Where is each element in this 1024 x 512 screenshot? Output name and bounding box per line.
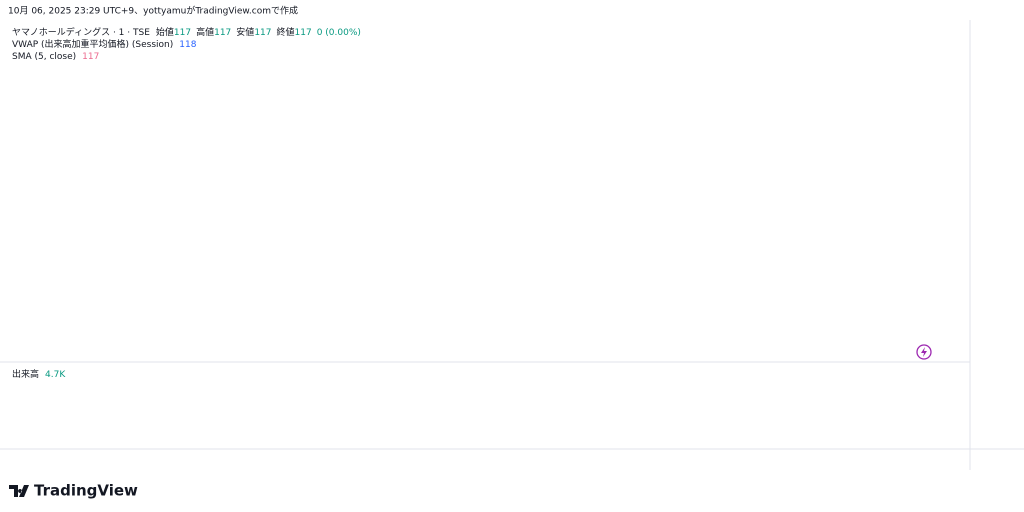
sma-value: 117 bbox=[82, 52, 99, 62]
ohlc-value: 117 bbox=[295, 28, 312, 38]
ohlc-value: 117 bbox=[254, 28, 271, 38]
ohlc-value: 117 bbox=[214, 28, 231, 38]
volume-name: 出来高 bbox=[12, 368, 39, 380]
legend-symbol: ヤマノホールディングス · 1 · TSE 始値117 高値117 安値117 終値11… bbox=[12, 26, 361, 38]
brand-logo bbox=[9, 485, 29, 497]
icon-bolt bbox=[921, 347, 927, 357]
ohlc-value: 117 bbox=[174, 28, 191, 38]
ohlc-label: 終値 bbox=[277, 26, 295, 38]
icon-ring bbox=[916, 344, 932, 360]
created-note: 10月 06, 2025 23:29 UTC+9、yottyamuがTradin… bbox=[8, 5, 298, 17]
volume-value: 4.7K bbox=[45, 370, 66, 380]
ohlc-label: 始値 bbox=[156, 26, 174, 38]
ohlc-label: 高値 bbox=[196, 26, 214, 38]
brand: TradingView bbox=[9, 482, 138, 500]
legend-vwap: VWAP (出来高加重平均価格) (Session) 118 bbox=[12, 38, 197, 50]
brand-name: TradingView bbox=[34, 482, 138, 500]
legend-volume: 出来高 4.7K bbox=[12, 368, 66, 380]
legend-sma: SMA (5, close) 117 bbox=[12, 52, 99, 62]
change: 0 (0.00%) bbox=[317, 28, 361, 38]
replay-icon[interactable] bbox=[916, 344, 932, 360]
ohlc-label: 安値 bbox=[236, 26, 254, 38]
symbol: ヤマノホールディングス · 1 · TSE bbox=[12, 26, 150, 38]
sma-name: SMA (5, close) bbox=[12, 52, 76, 62]
vwap-value: 118 bbox=[179, 40, 196, 50]
vwap-name: VWAP (出来高加重平均価格) (Session) bbox=[12, 38, 173, 50]
